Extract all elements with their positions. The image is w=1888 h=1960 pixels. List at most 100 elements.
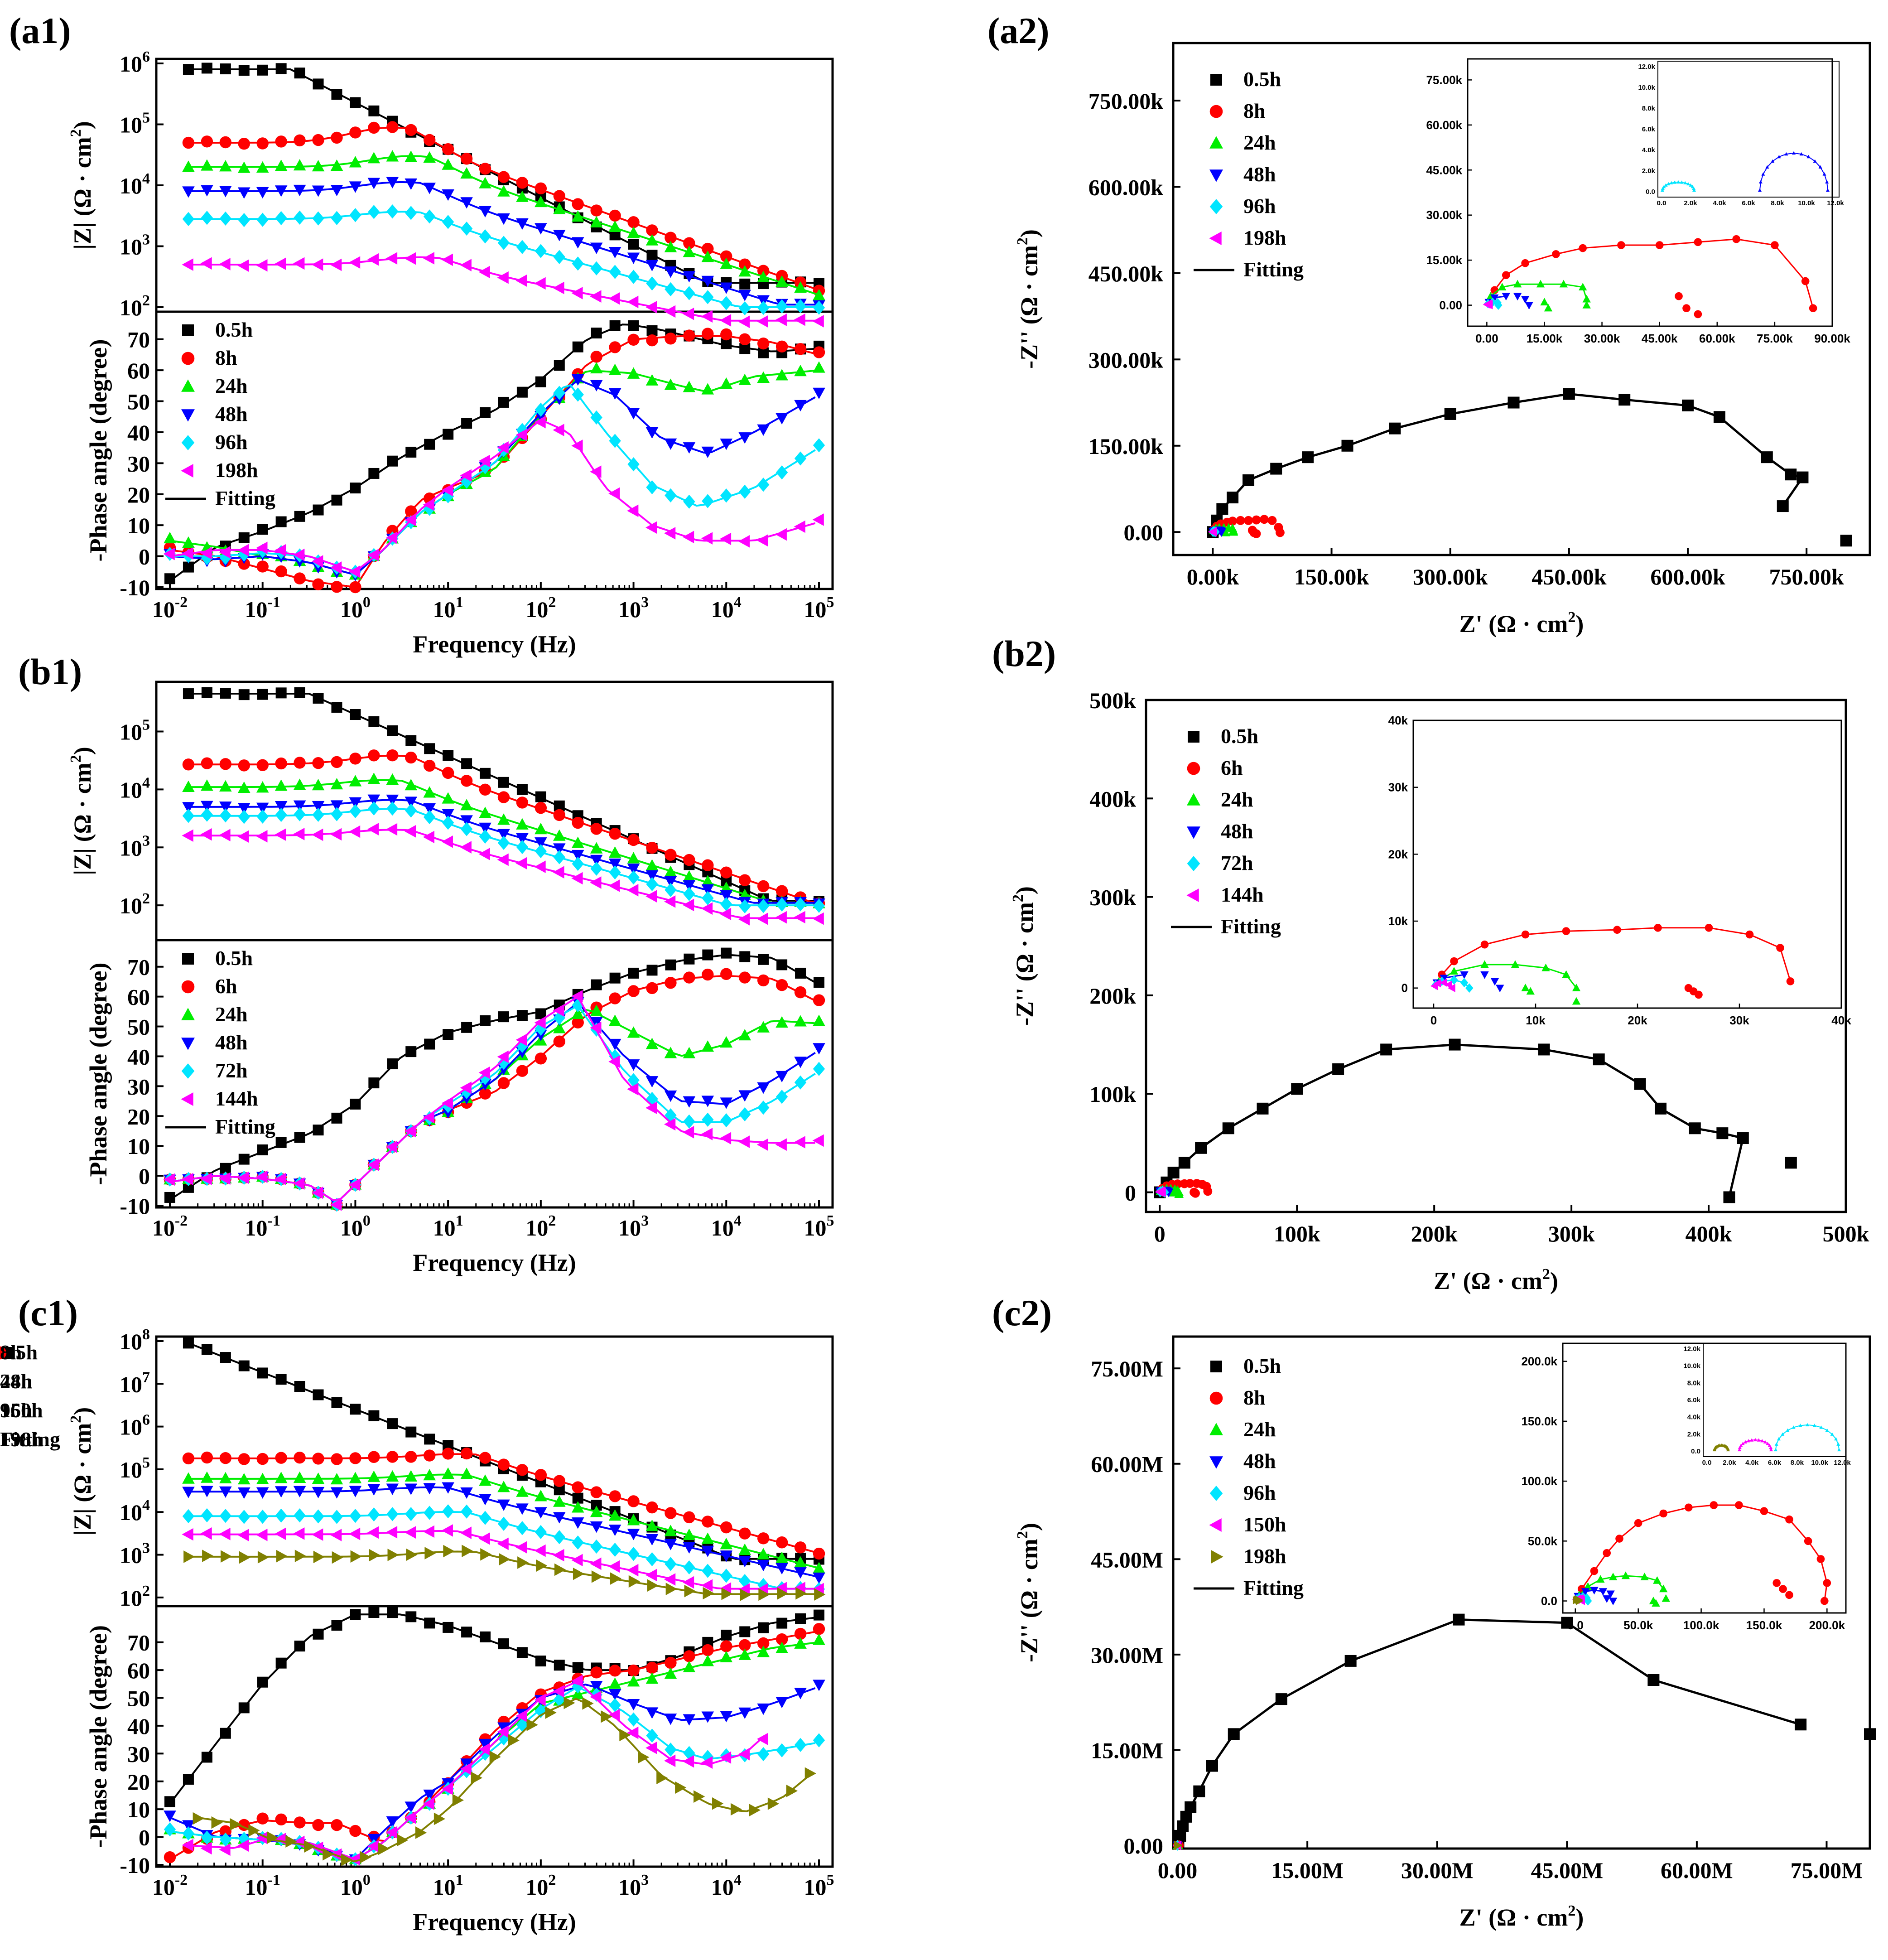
data-point-mag-144h-b1 — [256, 830, 268, 843]
data-point-phase-8h-a1 — [665, 333, 677, 345]
y-tick-label-a2: 300.00k — [1088, 347, 1164, 372]
data-point-mag-48h-a1 — [460, 197, 473, 209]
data-point-phase-198h-a1 — [256, 541, 268, 555]
legend-label-a1: 8h — [215, 346, 237, 369]
data-point-phase-0.5h-a1 — [313, 504, 324, 516]
data-point-mag-72h-b1 — [238, 810, 250, 824]
legend-label-b2: 6h — [1221, 756, 1243, 779]
y-tick-label-a2: 0.00 — [1124, 520, 1164, 545]
data-point-mag-48h-c1 — [256, 1487, 269, 1499]
data-point-phase-48h-c1 — [182, 1820, 195, 1832]
data-point-mag-24h-c1 — [330, 1473, 343, 1485]
data-point-mag-48h-c1 — [460, 1487, 473, 1499]
data-point-phase-0.5h-a1 — [294, 511, 305, 522]
legend-marker-8h-a1 — [181, 352, 195, 365]
data-point-mag-8h-c1 — [349, 1452, 361, 1464]
data-point-phase-8h-c1 — [331, 1819, 343, 1831]
data-point-phase-0.5h-b1 — [443, 1029, 454, 1040]
data-point-mag-24h-a1 — [367, 152, 380, 164]
legend-label-c1: 96h — [0, 1399, 33, 1422]
y-tick-label-c1: 108 — [120, 1326, 150, 1354]
data-point-phase-0.5h-b1 — [628, 967, 639, 979]
data-point-mag-24h-a1 — [405, 150, 418, 162]
x-axis-title-a2: Z' (Ω · cm2) — [1459, 609, 1584, 637]
y-tick-label-b1: 60 — [127, 985, 150, 1010]
data-point-mag-48h-c1 — [479, 1494, 491, 1506]
near-origin-point-8h-a2 — [1244, 516, 1253, 525]
inset-point-24h-a2 — [1582, 294, 1591, 303]
y-tick-label-b1: 105 — [120, 717, 150, 745]
data-point-phase-24h-b1 — [608, 1014, 621, 1026]
data-point-phase-198h-c1 — [730, 1803, 742, 1816]
legend-label-c1: 198h — [0, 1428, 43, 1451]
data-point-phase-24h-c1 — [813, 1633, 825, 1645]
data-point-mag-48h-c1 — [775, 1563, 788, 1575]
data-point-mag-198h-a1 — [385, 252, 398, 265]
inset-point-96h-c2 — [1584, 1596, 1592, 1606]
legend-marker-8h-c2 — [1209, 1391, 1223, 1405]
data-point-mag-96h-a1 — [442, 215, 454, 229]
data-point-phase-0.5h-c1 — [405, 1611, 417, 1622]
data-point-mag-24h-a1 — [738, 265, 751, 277]
data-point-mag-24h-a1 — [757, 270, 770, 282]
inset-point-24h-b2 — [1562, 970, 1570, 978]
data-point-phase-0.5h-c1 — [313, 1628, 324, 1640]
data-point-0.5h-a2 — [1389, 422, 1401, 434]
data-point-mag-48h-a1 — [590, 242, 603, 254]
data-point-phase-48h-a1 — [794, 400, 807, 412]
data-point-mag-24h-a1 — [293, 159, 306, 171]
inset-y-tick-label-a2: 60.00k — [1426, 118, 1462, 132]
data-point-0.5h-a2 — [1444, 408, 1456, 420]
inset-x-tick-label-c2: 50.0k — [1623, 1618, 1653, 1632]
data-point-phase-150h-c1 — [237, 1839, 249, 1852]
data-point-mag-8h-c1 — [238, 1453, 250, 1465]
data-point-mag-144h-b1 — [794, 911, 805, 924]
inset-point-6h-b2 — [1776, 944, 1784, 952]
data-point-mag-198h-a1 — [627, 295, 639, 309]
data-point-mag-0.5h-a1 — [183, 64, 194, 75]
near-origin-point-6h-b2 — [1203, 1187, 1213, 1196]
data-point-mag-8h-c1 — [609, 1490, 621, 1502]
near-origin-point-8h-a2 — [1252, 515, 1261, 525]
data-point-mag-48h-c1 — [757, 1559, 770, 1572]
data-point-phase-0.5h-b1 — [480, 1015, 491, 1026]
data-point-phase-150h-c1 — [349, 1853, 361, 1866]
inset-point-144h-b2 — [1447, 984, 1455, 992]
data-point-mag-8h-a1 — [665, 232, 677, 244]
data-point-mag-48h-a1 — [479, 206, 491, 217]
data-point-phase-150h-c1 — [608, 1709, 620, 1722]
data-point-mag-48h-c1 — [497, 1499, 510, 1511]
data-point-phase-198h-a1 — [645, 521, 657, 534]
data-point-mag-198h-a1 — [664, 305, 676, 318]
data-point-phase-198h-a1 — [738, 535, 750, 548]
data-point-mag-24h-b1 — [683, 870, 696, 882]
data-point-phase-0.5h-c1 — [201, 1752, 212, 1763]
data-point-mag-198h-c1 — [499, 1553, 511, 1566]
x-tick-label-a1: 102 — [525, 594, 556, 622]
data-point-phase-144h-b1 — [367, 1158, 379, 1171]
y-tick-label-b1: 50 — [127, 1014, 150, 1040]
data-point-mag-0.5h-b1 — [498, 777, 509, 788]
data-point-phase-198h-c1 — [767, 1797, 780, 1810]
data-point-mag-8h-c1 — [516, 1464, 529, 1476]
data-point-phase-96h-a1 — [665, 488, 677, 503]
inset-point-24h-a2 — [1536, 280, 1545, 288]
data-point-mag-24h-a1 — [535, 195, 547, 208]
data-point-phase-144h-b1 — [590, 1021, 602, 1034]
data-point-mag-72h-b1 — [479, 829, 491, 844]
data-point-mag-24h-b1 — [571, 836, 584, 848]
data-point-phase-150h-c1 — [756, 1733, 768, 1746]
inset-point-6h-b2 — [1745, 930, 1754, 939]
near-origin-point-48h-a2 — [1217, 528, 1226, 537]
data-point-mag-198h-c1 — [294, 1550, 306, 1563]
data-point-mag-24h-b1 — [479, 806, 491, 818]
data-point-phase-96h-a1 — [590, 410, 602, 425]
data-point-mag-48h-b1 — [386, 794, 399, 806]
data-point-mag-48h-c1 — [201, 1486, 213, 1497]
data-point-mag-144h-b1 — [293, 828, 305, 840]
y-tick-label-c1: 50 — [127, 1686, 150, 1711]
data-point-mag-144h-b1 — [200, 828, 212, 841]
inset-point-6h-b2 — [1613, 926, 1621, 934]
data-point-mag-8h-a1 — [312, 134, 324, 146]
data-point-mag-72h-b1 — [201, 807, 213, 822]
